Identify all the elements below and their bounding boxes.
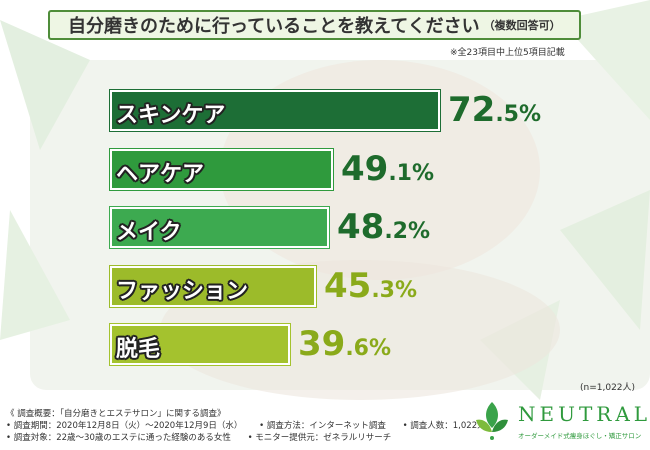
survey-footer: 《 調査概要：「自分磨きとエステサロン」に関する調査》 • 調査期間：2020年…	[6, 408, 500, 444]
chart-title-box: 自分磨きのために行っていることを教えてください （複数回答可）	[48, 10, 581, 40]
neutral-logo: NEUTRAL オーダーメイド式痩身ほぐし・矯正サロン	[468, 396, 648, 446]
data-label-decimal: .2%	[384, 219, 431, 244]
bar-label: 脱毛	[116, 337, 161, 362]
data-label-decimal: .1%	[388, 161, 435, 186]
logo-tagline: オーダーメイド式痩身ほぐし・矯正サロン	[518, 432, 642, 440]
data-label-decimal: .3%	[371, 278, 418, 303]
survey-row-2: • 調査対象：22歳～30歳のエステに通った経験のある女性 • モニター提供元：…	[6, 432, 500, 444]
data-label: 39.6%	[298, 327, 391, 361]
bar	[110, 266, 316, 307]
survey-provider: • モニター提供元：ゼネラルリサーチ	[247, 433, 392, 443]
chart-note: ※全23項目中上位5項目記載	[450, 48, 565, 58]
bar	[110, 90, 440, 131]
bar-label: ファッション	[116, 279, 249, 304]
leaf-icon	[476, 402, 508, 440]
bar	[110, 207, 329, 248]
data-label: 49.1%	[341, 152, 434, 186]
data-label: 45.3%	[324, 269, 417, 303]
data-label-integer: 39	[298, 324, 346, 364]
bar	[110, 324, 290, 365]
data-label-integer: 45	[324, 266, 372, 306]
data-label-integer: 49	[341, 149, 389, 189]
data-label: 48.2%	[337, 210, 430, 244]
survey-row-1: • 調査期間：2020年12月8日（火）～2020年12月9日（水） • 調査方…	[6, 420, 500, 432]
logo-wordmark: NEUTRAL	[518, 402, 650, 426]
survey-method: • 調査方法：インターネット調査	[259, 421, 386, 431]
data-label-decimal: .6%	[345, 336, 392, 361]
bar	[110, 149, 333, 190]
sample-size-note: (n=1,022人)	[580, 383, 636, 393]
data-label-integer: 72	[448, 90, 496, 130]
data-label: 72.5%	[448, 93, 541, 127]
survey-target: • 調査対象：22歳～30歳のエステに通った経験のある女性	[6, 433, 231, 443]
data-label-decimal: .5%	[495, 102, 542, 127]
survey-period: • 調査期間：2020年12月8日（火）～2020年12月9日（水）	[6, 421, 243, 431]
data-label-integer: 48	[337, 207, 385, 247]
bar-label: ヘアケア	[116, 162, 205, 187]
survey-count: • 調査人数：1,022人	[402, 421, 486, 431]
chart-title: 自分磨きのために行っていることを教えてください	[68, 16, 480, 37]
bar-label: スキンケア	[116, 103, 226, 128]
bar-label: メイク	[116, 220, 182, 245]
chart-subtitle: （複数回答可）	[483, 19, 561, 32]
survey-outline: 《 調査概要：「自分磨きとエステサロン」に関する調査》	[6, 409, 226, 419]
